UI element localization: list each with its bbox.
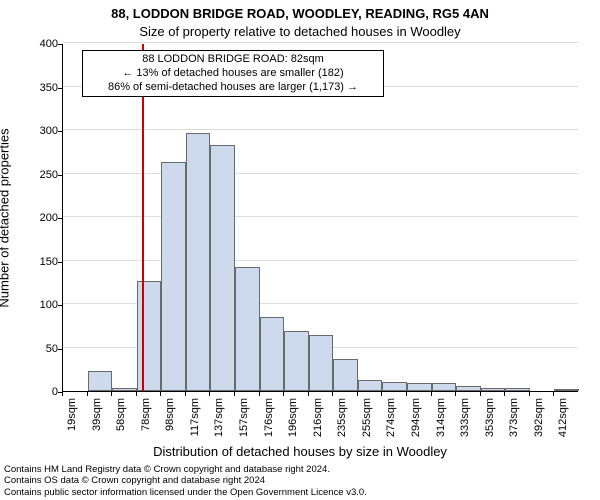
y-tick-label: 400 [8, 38, 58, 50]
chart-container: 88, LODDON BRIDGE ROAD, WOODLEY, READING… [0, 0, 600, 500]
x-tick-mark [259, 392, 260, 396]
y-tick-label: 0 [8, 386, 58, 398]
gridline [63, 173, 578, 174]
histogram-bar [112, 388, 137, 391]
y-tick-mark [58, 262, 62, 263]
x-tick-label: 137sqm [213, 398, 225, 437]
x-tick-label: 235sqm [336, 398, 348, 437]
x-tick-label: 78sqm [140, 398, 152, 431]
x-tick-label: 19sqm [66, 398, 78, 431]
x-tick-label: 392sqm [533, 398, 545, 437]
histogram-bar [481, 388, 506, 391]
x-tick-mark [136, 392, 137, 396]
annotation-line-2: ← 13% of detached houses are smaller (18… [87, 67, 379, 81]
x-tick-label: 294sqm [410, 398, 422, 437]
x-tick-mark [431, 392, 432, 396]
x-tick-label: 274sqm [385, 398, 397, 437]
footer-line-1: Contains HM Land Registry data © Crown c… [4, 464, 367, 475]
x-tick-label: 58sqm [115, 398, 127, 431]
gridline [63, 42, 578, 43]
histogram-bar [432, 383, 457, 391]
x-tick-label: 98sqm [164, 398, 176, 431]
x-tick-mark [357, 392, 358, 396]
histogram-bar [88, 371, 113, 391]
x-tick-mark [185, 392, 186, 396]
x-tick-mark [283, 392, 284, 396]
histogram-bar [235, 267, 260, 391]
annotation-line-3: 86% of semi-detached houses are larger (… [87, 81, 379, 95]
y-tick-label: 250 [8, 169, 58, 181]
x-tick-label: 412sqm [557, 398, 569, 437]
histogram-bar [333, 359, 358, 391]
x-tick-label: 117sqm [189, 398, 201, 436]
y-tick-label: 350 [8, 82, 58, 94]
x-tick-label: 176sqm [263, 398, 275, 437]
x-tick-label: 216sqm [312, 398, 324, 437]
x-tick-mark [87, 392, 88, 396]
histogram-bar [358, 380, 383, 391]
y-tick-label: 200 [8, 212, 58, 224]
y-tick-mark [58, 131, 62, 132]
histogram-bar [382, 382, 407, 391]
annotation-box: 88 LODDON BRIDGE ROAD: 82sqm ← 13% of de… [82, 50, 384, 97]
title-line-2: Size of property relative to detached ho… [0, 24, 600, 39]
x-tick-label: 39sqm [91, 398, 103, 431]
histogram-bar [554, 389, 579, 391]
footer-attribution: Contains HM Land Registry data © Crown c… [4, 464, 367, 498]
x-tick-mark [111, 392, 112, 396]
histogram-bar [161, 162, 186, 391]
y-tick-label: 150 [8, 256, 58, 268]
gridline [63, 260, 578, 261]
y-tick-label: 100 [8, 299, 58, 311]
x-tick-mark [62, 392, 63, 396]
y-tick-mark [58, 88, 62, 89]
histogram-bar [260, 317, 285, 391]
x-tick-mark [406, 392, 407, 396]
x-tick-mark [160, 392, 161, 396]
histogram-bar [456, 386, 481, 391]
y-tick-mark [58, 44, 62, 45]
x-tick-mark [553, 392, 554, 396]
x-tick-mark [308, 392, 309, 396]
y-tick-mark [58, 175, 62, 176]
x-tick-mark [480, 392, 481, 396]
x-tick-label: 157sqm [238, 398, 250, 437]
footer-line-2: Contains OS data © Crown copyright and d… [4, 475, 367, 486]
x-tick-mark [332, 392, 333, 396]
x-tick-mark [529, 392, 530, 396]
x-tick-label: 353sqm [484, 398, 496, 437]
histogram-bar [284, 331, 309, 391]
histogram-bar [137, 281, 162, 391]
footer-line-3: Contains public sector information licen… [4, 487, 367, 498]
histogram-bar [309, 335, 334, 391]
x-tick-mark [504, 392, 505, 396]
histogram-bar [210, 145, 235, 391]
x-tick-mark [381, 392, 382, 396]
x-tick-mark [209, 392, 210, 396]
histogram-bar [505, 388, 530, 391]
x-axis-label: Distribution of detached houses by size … [0, 444, 600, 459]
y-tick-label: 50 [8, 343, 58, 355]
x-tick-mark [455, 392, 456, 396]
gridline [63, 216, 578, 217]
annotation-line-1: 88 LODDON BRIDGE ROAD: 82sqm [87, 53, 379, 67]
title-line-1: 88, LODDON BRIDGE ROAD, WOODLEY, READING… [0, 6, 600, 21]
x-tick-label: 255sqm [361, 398, 373, 437]
x-tick-label: 196sqm [287, 398, 299, 437]
y-tick-mark [58, 305, 62, 306]
x-tick-label: 373sqm [508, 398, 520, 437]
gridline [63, 129, 578, 130]
x-tick-label: 314sqm [435, 398, 447, 437]
y-tick-label: 300 [8, 125, 58, 137]
y-tick-mark [58, 349, 62, 350]
histogram-bar [407, 383, 432, 391]
y-tick-mark [58, 218, 62, 219]
histogram-bar [186, 133, 211, 391]
x-tick-label: 333sqm [459, 398, 471, 437]
x-tick-mark [234, 392, 235, 396]
